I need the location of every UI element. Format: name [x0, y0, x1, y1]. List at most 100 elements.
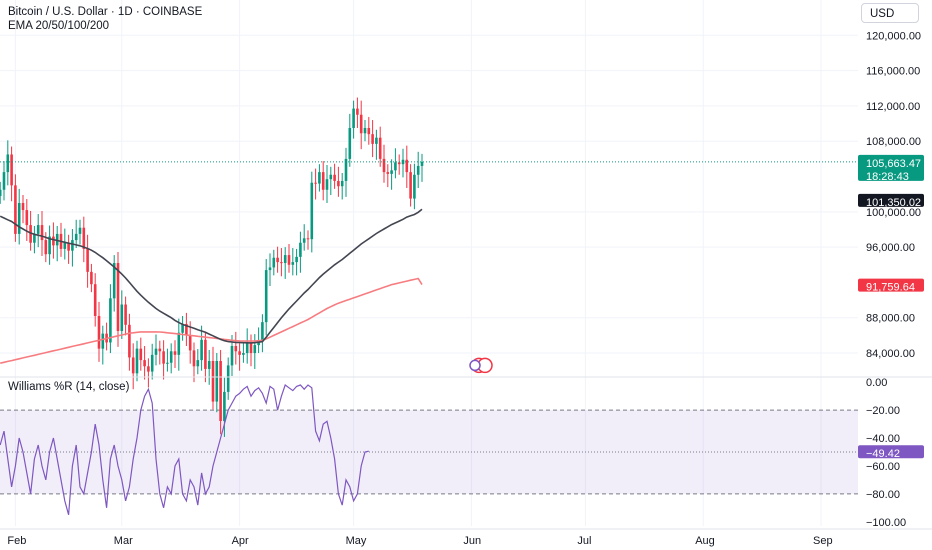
candle-body — [295, 256, 298, 263]
candle-body — [386, 172, 390, 174]
candle-body — [44, 240, 48, 255]
candle-body — [150, 354, 154, 372]
candle-body — [325, 179, 329, 190]
candle-body — [177, 332, 181, 355]
candle-body — [6, 154, 10, 173]
candle-body — [238, 351, 241, 355]
candle-body — [230, 345, 234, 366]
candle-body — [52, 236, 55, 246]
williams-tick-label: −40.00 — [866, 433, 900, 445]
candle-body — [14, 185, 17, 234]
price-tick-label: 96,000.00 — [866, 242, 915, 254]
williams-title[interactable]: Williams %R (14, close) — [8, 381, 130, 393]
candle-body — [416, 165, 420, 175]
candle-body — [242, 353, 245, 355]
candle-body — [147, 366, 150, 372]
candle-body — [272, 257, 276, 268]
candle-body — [333, 174, 336, 181]
candle-body — [124, 304, 127, 325]
candle-body — [348, 127, 352, 159]
candle-body — [154, 348, 158, 355]
candle-body — [420, 161, 424, 166]
candle-body — [234, 345, 238, 352]
candle-body — [382, 158, 386, 173]
ema-red-tag: 91,759.64 — [866, 282, 915, 294]
symbol-title[interactable]: Bitcoin / U.S. Dollar · 1D · COINBASE — [8, 6, 203, 18]
candle-body — [55, 233, 59, 246]
candle-body — [48, 236, 51, 255]
currency-selector[interactable]: USD — [861, 3, 919, 23]
candle-body — [135, 348, 139, 374]
time-tick-label: Sep — [813, 535, 833, 547]
ema-lines — [0, 161, 858, 364]
candle-body — [291, 262, 295, 265]
williams-tick-label: −100.00 — [866, 517, 906, 529]
price-tick-label: 108,000.00 — [866, 136, 921, 148]
price-tick-label: 88,000.00 — [866, 313, 915, 325]
candle-body — [394, 162, 397, 171]
axis-labels: 120,000.00 116,000.00 112,000.00 108,000.00… — [7, 30, 924, 547]
candle-body — [192, 350, 196, 367]
candle-body — [215, 360, 219, 402]
candle-body — [299, 242, 302, 257]
event-icon — [469, 359, 481, 372]
candle-body — [211, 360, 215, 402]
candle-body — [33, 233, 36, 243]
candle-body — [188, 335, 192, 351]
candle-body — [112, 263, 116, 299]
candle-body — [166, 362, 169, 364]
ema-red-tag-bg — [858, 278, 924, 292]
williams-tick-label: 0.00 — [866, 377, 887, 389]
candle-body — [97, 315, 101, 349]
candle-body — [276, 257, 279, 263]
ema-dark-line — [0, 208, 423, 344]
candle-body — [378, 137, 382, 159]
williams-band — [0, 409, 858, 495]
candle-body — [120, 304, 124, 331]
candle-body — [196, 360, 200, 367]
candle-body — [74, 233, 78, 241]
candle-body — [71, 240, 74, 251]
candle-body — [17, 203, 21, 234]
candle-body — [86, 248, 89, 272]
time-tick-label: Feb — [7, 535, 26, 547]
candle-body — [67, 242, 70, 251]
price-tick-label: 84,000.00 — [866, 348, 915, 360]
candle-body — [21, 203, 25, 211]
candle-body — [318, 172, 321, 184]
candle-body — [302, 238, 306, 243]
candle-body — [101, 333, 105, 349]
indicator-title[interactable]: EMA 20/50/100/200 — [8, 20, 110, 32]
candle-body — [207, 360, 211, 369]
axes — [0, 376, 932, 530]
candle-body — [283, 255, 287, 264]
time-tick-label: May — [346, 535, 367, 547]
candle-body — [352, 108, 355, 128]
candle-body — [344, 158, 348, 181]
candle-body — [131, 357, 135, 374]
williams-tick-label: −80.00 — [866, 489, 900, 501]
williams-value-tag: −49.42 — [866, 448, 900, 460]
candle-body — [321, 172, 325, 190]
last-price-tag: 105,663.47 — [866, 158, 921, 170]
candle-body — [257, 341, 260, 346]
time-tick-label: Jun — [463, 535, 481, 547]
last-price-tag: 18:28:43 — [866, 171, 909, 183]
candle-body — [409, 172, 412, 199]
candle-body — [36, 225, 40, 234]
candle-body — [413, 174, 416, 199]
price-tick-label: 116,000.00 — [866, 66, 920, 78]
candle-body — [29, 225, 32, 243]
candle-body — [359, 114, 363, 134]
candle-body — [310, 182, 314, 240]
price-tick-label: 100,000.00 — [866, 207, 921, 219]
time-tick-label: Jul — [577, 535, 591, 547]
candle-body — [356, 108, 359, 115]
candle-body — [253, 345, 257, 354]
candle-body — [223, 391, 226, 422]
candle-body — [185, 323, 188, 336]
candle-body — [204, 339, 207, 369]
price-tick-label: 112,000.00 — [866, 101, 920, 113]
ema-dark-tag: 101,350.02 — [866, 197, 921, 209]
